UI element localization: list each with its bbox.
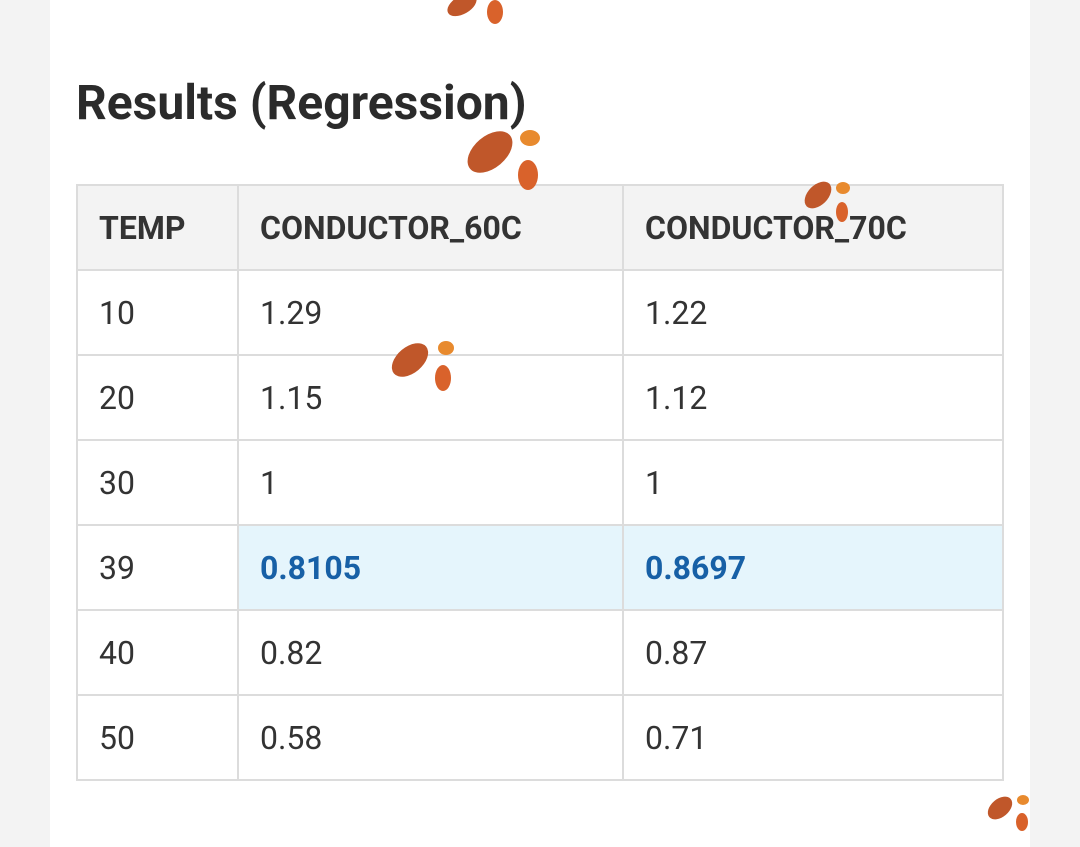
table-body: 10 1.29 1.22 20 1.15 1.12 30 1 1 39 0.8105 0.8697 40… [76,269,1004,781]
table-row: 50 0.58 0.71 [76,694,1004,781]
table-cell: 0.87 [622,609,1004,696]
table-cell: 40 [76,609,239,696]
table-row: 40 0.82 0.87 [76,609,1004,696]
table-row: 39 0.8105 0.8697 [76,524,1004,611]
column-header: CONDUCTOR_70C [622,184,1004,271]
table-cell: 0.58 [237,694,624,781]
column-header: TEMP [76,184,239,271]
table-cell: 0.71 [622,694,1004,781]
table-cell: 1.29 [237,269,624,356]
table-cell: 1.22 [622,269,1004,356]
table-cell: 1.15 [237,354,624,441]
result-card: Results (Regression) TEMP CONDUCTOR_60C … [50,0,1030,847]
table-row: 30 1 1 [76,439,1004,526]
table-cell: 50 [76,694,239,781]
header-row: TEMP CONDUCTOR_60C CONDUCTOR_70C [76,184,1004,271]
table-cell: 30 [76,439,239,526]
table-cell: 1 [622,439,1004,526]
table-cell: 20 [76,354,239,441]
title: Results (Regression) [76,74,527,131]
results-table: TEMP CONDUCTOR_60C CONDUCTOR_70C 10 1.29 1… [76,184,1004,781]
table-cell: 1 [237,439,624,526]
table-cell: 10 [76,269,239,356]
table-row: 10 1.29 1.22 [76,269,1004,356]
table-cell: 39 [76,524,239,611]
column-header: CONDUCTOR_60C [237,184,624,271]
table-cell: 1.12 [622,354,1004,441]
table-row: 20 1.15 1.12 [76,354,1004,441]
table-cell: 0.8105 [237,524,624,611]
table-cell: 0.82 [237,609,624,696]
table-cell: 0.8697 [622,524,1004,611]
